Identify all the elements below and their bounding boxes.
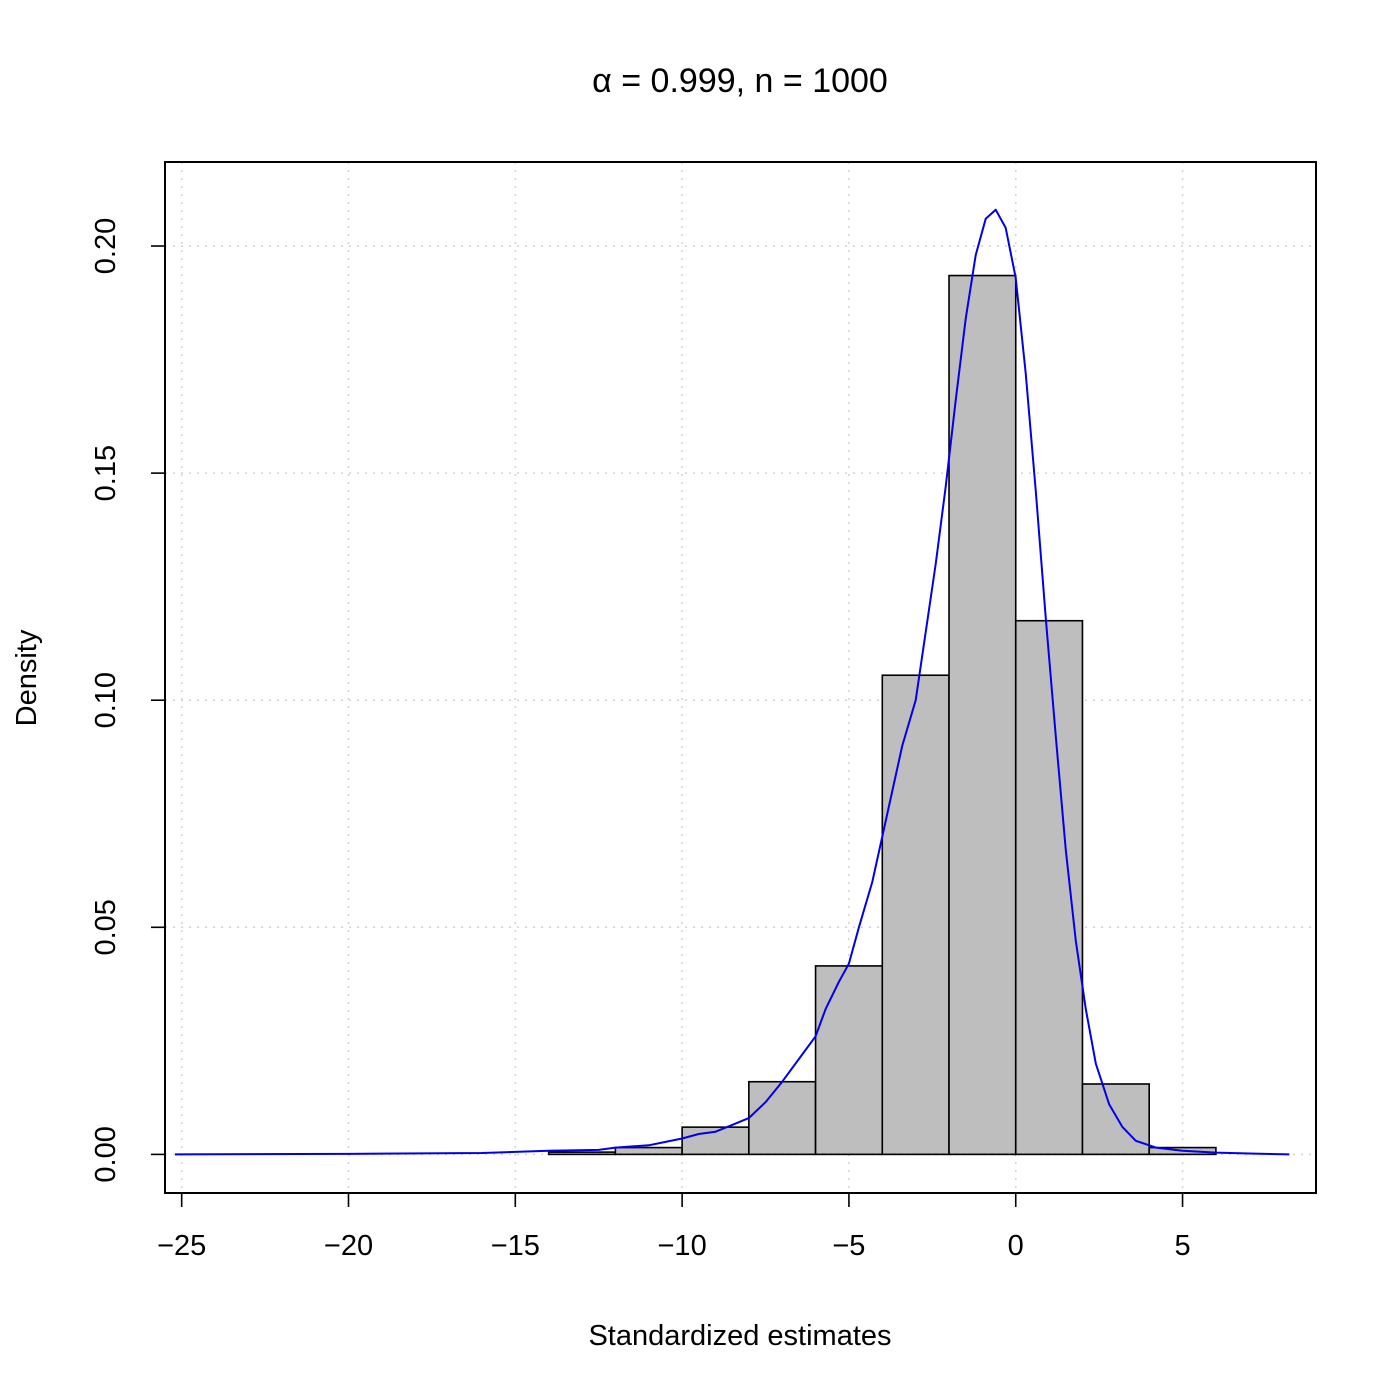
grid-lines — [165, 162, 1316, 1193]
histogram-bar — [948, 274, 1017, 1156]
x-tick-label: 5 — [1174, 1230, 1190, 1262]
y-tick-label: 0.10 — [90, 672, 122, 728]
y-tick-label: 0.15 — [90, 445, 122, 501]
x-tick-label: −25 — [157, 1230, 206, 1262]
histogram-bar — [1014, 619, 1084, 1156]
density-curve-layer — [174, 208, 1290, 1156]
baseline — [548, 620, 1216, 1155]
histogram-bar — [814, 965, 884, 1156]
x-tick-label: −20 — [324, 1230, 373, 1262]
plot-frame — [164, 161, 1317, 1194]
y-axis: 0.00 0.05 0.10 0.15 0.20 — [90, 218, 166, 1183]
y-tick-label: 0.00 — [90, 1126, 122, 1182]
x-tick-label: −15 — [491, 1230, 540, 1262]
histogram-bar — [614, 1146, 683, 1156]
histogram-bars — [547, 274, 1217, 1156]
chart-title: α = 0.999, n = 1000 — [592, 62, 888, 100]
y-tick-label: 0.20 — [90, 218, 122, 274]
x-axis: −25 −20 −15 −10 −5 0 5 — [157, 1192, 1191, 1262]
x-tick-label: −10 — [658, 1230, 707, 1262]
x-tick-label: −5 — [832, 1230, 865, 1262]
y-axis-label: Density — [11, 629, 43, 726]
x-axis-label: Standardized estimates — [588, 1320, 891, 1352]
histogram-bar — [1081, 1083, 1150, 1156]
density-curve — [174, 208, 1290, 1156]
histogram-bar — [748, 1080, 817, 1156]
histogram-bar — [881, 674, 950, 1156]
x-tick-label: 0 — [1008, 1230, 1024, 1262]
y-tick-label: 0.05 — [90, 899, 122, 955]
